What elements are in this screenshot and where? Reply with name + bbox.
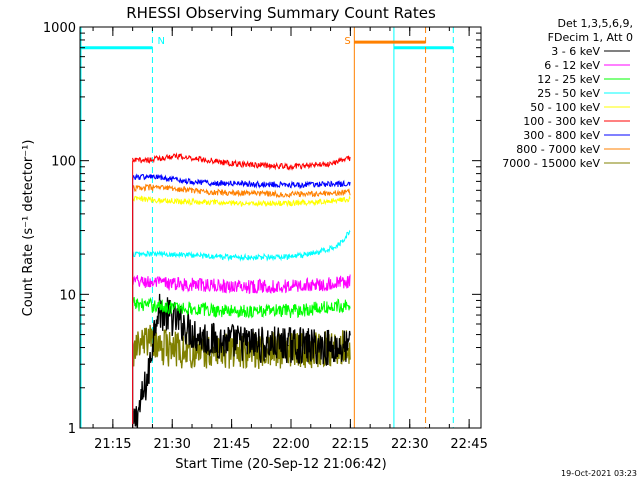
legend-label: 50 - 100 keV (530, 101, 600, 114)
series-line-1 (131, 293, 351, 429)
series-line-4 (132, 229, 351, 262)
axes: 1 10 100 1000 21:15 21:30 21:45 22:00 22:15 22:30… (43, 21, 488, 452)
legend-header-line-1: Det 1,3,5,6,9, (557, 17, 633, 30)
series-line-5 (132, 195, 351, 208)
x-tick-label: 21:15 (94, 437, 131, 452)
y-tick-label: 10 (59, 288, 76, 303)
x-axis-label: Start Time (20-Sep-12 21:06:42) (175, 457, 386, 472)
x-tick-label: 21:30 (153, 437, 190, 452)
y-axis-label: Count Rate (s⁻¹ detector⁻¹) (21, 140, 36, 317)
legend-label: 25 - 50 keV (537, 87, 600, 100)
marker-label-n: N (157, 36, 164, 47)
y-tick-label: 100 (51, 155, 76, 170)
x-tick-label: 21:45 (213, 437, 250, 452)
series-line-6 (132, 152, 351, 171)
legend-label: 12 - 25 keV (537, 73, 600, 86)
series-line-2 (132, 274, 351, 295)
legend-header-line-2: FDecim 1, Att 0 (548, 31, 633, 44)
plot-frame (79, 26, 482, 429)
series-line-3 (132, 296, 351, 319)
series-line-8 (132, 183, 351, 199)
series-line-7 (132, 173, 351, 190)
x-tick-label: 22:15 (332, 437, 369, 452)
legend-label: 3 - 6 keV (551, 45, 600, 58)
marker-label-s: S (344, 36, 350, 47)
footer-date: 19-Oct-2021 03:23 (561, 469, 637, 478)
legend: Det 1,3,5,6,9, FDecim 1, Att 0 3 - 6 keV… (502, 17, 633, 170)
legend-label: 7000 - 15000 keV (502, 157, 600, 170)
legend-label: 800 - 7000 keV (516, 143, 600, 156)
x-tick-label: 22:00 (272, 437, 309, 452)
chart-title: RHESSI Observing Summary Count Rates (126, 4, 436, 22)
legend-label: 300 - 800 keV (523, 129, 600, 142)
x-tick-label: 22:30 (391, 437, 428, 452)
y-tick-label: 1 (68, 422, 76, 437)
legend-label: 6 - 12 keV (544, 59, 600, 72)
y-tick-label: 1000 (43, 21, 76, 36)
legend-label: 100 - 300 keV (523, 115, 600, 128)
x-tick-label: 22:45 (450, 437, 487, 452)
